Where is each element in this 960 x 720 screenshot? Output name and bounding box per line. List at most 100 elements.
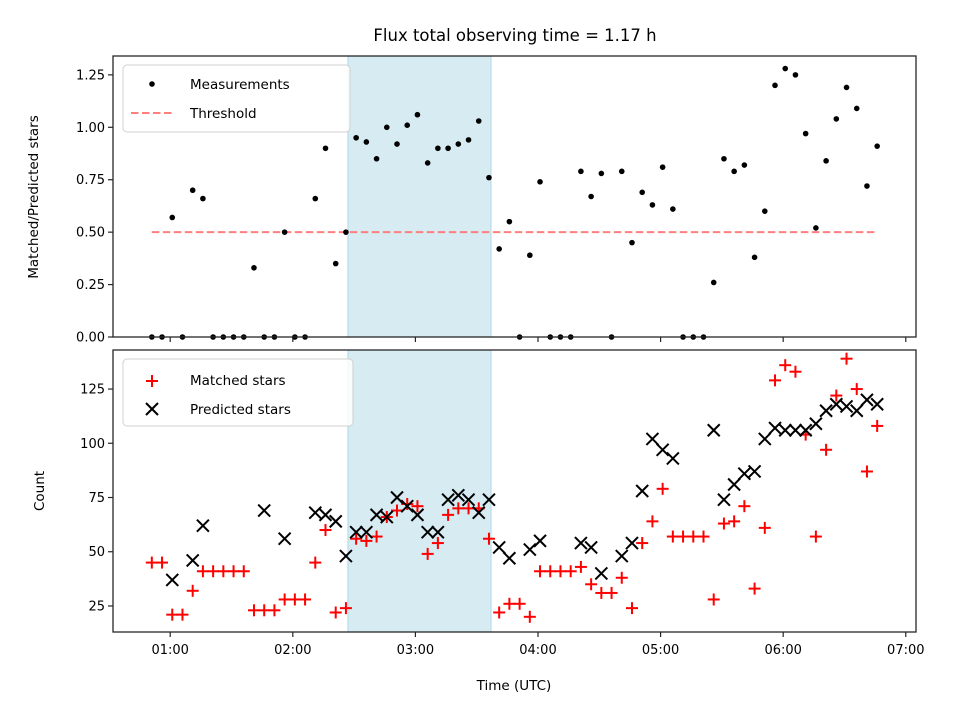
predicted-star-point <box>482 492 496 507</box>
measurement-point <box>475 118 482 124</box>
bottom-axes-frame <box>112 349 917 633</box>
matched-star-point <box>217 565 230 578</box>
matched-star-point <box>421 547 434 560</box>
matched-star-point <box>666 530 679 543</box>
predicted-star-point <box>461 492 476 507</box>
predicted-star-point <box>778 423 792 437</box>
matched-star-point <box>717 517 730 530</box>
bottom-y-axis-label: Count <box>32 471 48 511</box>
predicted-star-point <box>819 404 833 418</box>
top-axes-frame <box>112 55 917 338</box>
matched-star-point <box>769 374 782 387</box>
matched-star-point <box>564 565 577 578</box>
measurement-point <box>782 65 789 72</box>
predicted-star-point <box>788 423 803 437</box>
matched-star-point <box>738 500 751 513</box>
bottom-legend: Matched stars Predicted stars <box>122 358 354 427</box>
measurement-point <box>618 168 625 175</box>
bottom-y-ticks: 25 50 75 100 125 <box>80 383 113 614</box>
predicted-star-point <box>747 464 762 479</box>
measurement-point <box>455 141 462 147</box>
measurement-point <box>445 145 451 152</box>
matched-star-point <box>186 584 199 597</box>
predicted-star-point <box>707 423 721 437</box>
matched-star-point <box>687 530 700 543</box>
measurement-point <box>802 130 809 137</box>
predicted-star-point <box>798 423 813 437</box>
matched-star-point <box>820 443 833 456</box>
matched-star-point <box>544 565 557 578</box>
measurement-point <box>404 122 411 129</box>
measurement-point <box>527 252 533 259</box>
predicted-star-point <box>400 499 414 513</box>
predicted-star-point <box>727 477 741 492</box>
measurement-point <box>772 82 778 89</box>
matched-star-point <box>615 571 628 584</box>
predicted-star-point <box>737 466 752 481</box>
predicted-star-point <box>655 443 670 457</box>
predicted-star-point <box>318 508 333 522</box>
predicted-star-point <box>768 421 782 435</box>
matched-star-point <box>595 586 608 599</box>
matched-star-point <box>431 537 444 550</box>
top-legend: Measurements Threshold <box>122 64 351 133</box>
measurement-point <box>629 239 635 246</box>
measurement-point <box>383 124 390 131</box>
measurement-point <box>373 155 380 162</box>
measurement-point <box>670 206 676 212</box>
matched-star-point <box>309 556 322 569</box>
matched-star-point <box>503 597 516 610</box>
measurement-point <box>659 164 666 170</box>
matched-star-point <box>442 508 455 521</box>
matched-star-point <box>534 565 547 578</box>
matched-star-point <box>329 606 342 619</box>
matched-star-point <box>523 610 536 623</box>
measurement-point <box>710 279 717 286</box>
y-tick-label: 0.50 <box>76 226 105 241</box>
legend-measurements-marker <box>149 81 155 87</box>
measurement-point <box>435 145 441 152</box>
predicted-star-point <box>420 525 435 539</box>
bottom-x-ticks: 01:00 02:00 03:00 04:00 05:00 06:00 07:00 <box>151 632 925 658</box>
matched-star-point <box>554 565 567 578</box>
predicted-star-point <box>523 542 537 557</box>
matched-star-point <box>288 593 301 606</box>
top-y-axis-label: Matched/Predicted stars <box>26 115 42 278</box>
matched-star-point <box>748 582 761 595</box>
y-tick-label: 0.00 <box>76 331 105 346</box>
top-x-ticks <box>169 337 907 342</box>
predicted-star-point <box>809 417 823 431</box>
legend-matched-label: Matched stars <box>190 373 286 389</box>
y-tick-label: 50 <box>88 545 105 560</box>
y-tick-label: 75 <box>88 491 105 506</box>
matched-star-point <box>850 383 863 396</box>
predicted-star-point <box>829 397 844 411</box>
matched-star-point <box>493 606 506 619</box>
predicted-star-point <box>615 549 629 563</box>
measurement-point <box>853 105 860 112</box>
matched-star-point <box>360 534 373 547</box>
predicted-star-point <box>380 510 394 524</box>
matched-star-point <box>299 593 312 606</box>
predicted-star-point <box>277 532 292 546</box>
bottom-panel: 25 50 75 100 125 01:00 02:00 03:00 04:00 05:00 06… <box>32 349 925 694</box>
matched-star-point <box>176 608 189 621</box>
measurement-point <box>731 168 737 175</box>
matched-star-point <box>196 565 209 578</box>
bottom-highlight-span <box>347 349 492 633</box>
legend-threshold-label: Threshold <box>189 106 257 122</box>
matched-star-point <box>145 556 158 569</box>
predicted-stars-points <box>165 393 884 587</box>
measurement-point <box>649 202 656 208</box>
predicted-star-point <box>502 551 517 565</box>
x-tick-label: 06:00 <box>764 643 801 658</box>
predicted-star-point <box>196 519 210 533</box>
measurement-point <box>169 214 176 221</box>
predicted-star-point <box>839 399 854 414</box>
measurement-point <box>424 160 431 166</box>
matched-star-point <box>656 482 669 495</box>
measurement-point <box>332 260 339 267</box>
matched-star-point <box>585 578 598 591</box>
x-tick-label: 03:00 <box>397 643 434 658</box>
measurement-point <box>792 72 799 78</box>
